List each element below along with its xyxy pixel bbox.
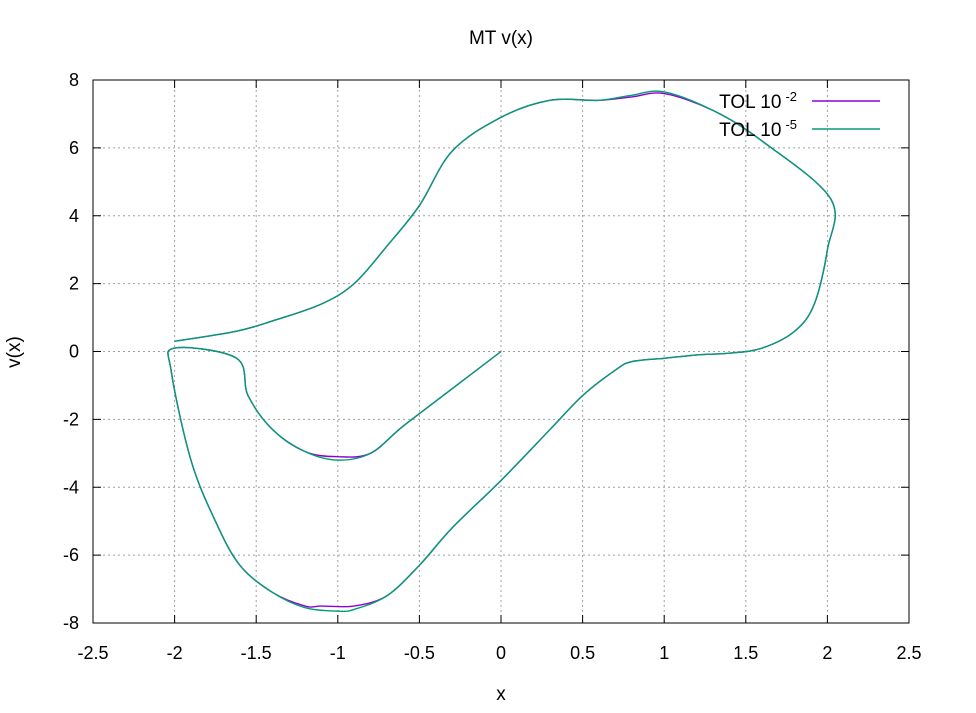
legend-exp-tol-5: -5 <box>785 117 797 132</box>
x-tick-label: 2.5 <box>896 643 921 663</box>
y-tick-label: -4 <box>63 477 79 497</box>
y-tick-label: 4 <box>69 206 79 226</box>
x-axis-label: x <box>496 684 506 705</box>
y-tick-label: 8 <box>69 70 79 90</box>
x-tick-label: -1.5 <box>241 643 272 663</box>
x-tick-label: -1 <box>330 643 346 663</box>
legend: TOL 10 -2 TOL 10 -5 <box>719 89 880 141</box>
y-tick-label: -2 <box>63 409 79 429</box>
x-tick-label: 1.5 <box>733 643 758 663</box>
x-tick-label: -0.5 <box>404 643 435 663</box>
y-tick-label: -8 <box>63 613 79 633</box>
x-tick-label: 0.5 <box>570 643 595 663</box>
legend-label-tol-5: TOL 10 -5 <box>719 117 797 141</box>
legend-label-tol-2: TOL 10 -2 <box>719 89 797 113</box>
x-tick-label: 0 <box>496 643 506 663</box>
series-layer <box>167 90 836 613</box>
chart-title: MT v(x) <box>469 28 533 49</box>
x-tick-label: -2 <box>167 643 183 663</box>
x-tick-label: 1 <box>659 643 669 663</box>
legend-base-tol-2: TOL 10 <box>719 92 781 113</box>
y-tick-label: 0 <box>69 342 79 362</box>
x-tick-label: -2.5 <box>77 643 108 663</box>
legend-exp-tol-2: -2 <box>785 89 797 104</box>
y-tick-label: 6 <box>69 138 79 158</box>
legend-base-tol-5: TOL 10 <box>719 120 781 141</box>
y-tick-label: 2 <box>69 274 79 294</box>
series-line-tol-2 <box>167 92 836 608</box>
ticks: -2.5 -2 -1.5 -1 -0.5 0 0.5 1 1.5 2 2.5 -8 -6 -4 -2 0 2 4 6… <box>63 70 922 663</box>
y-tick-label: -6 <box>63 545 79 565</box>
x-tick-label: 2 <box>822 643 832 663</box>
y-axis-label: v(x) <box>4 336 25 368</box>
series-line-tol-5 <box>167 90 836 613</box>
